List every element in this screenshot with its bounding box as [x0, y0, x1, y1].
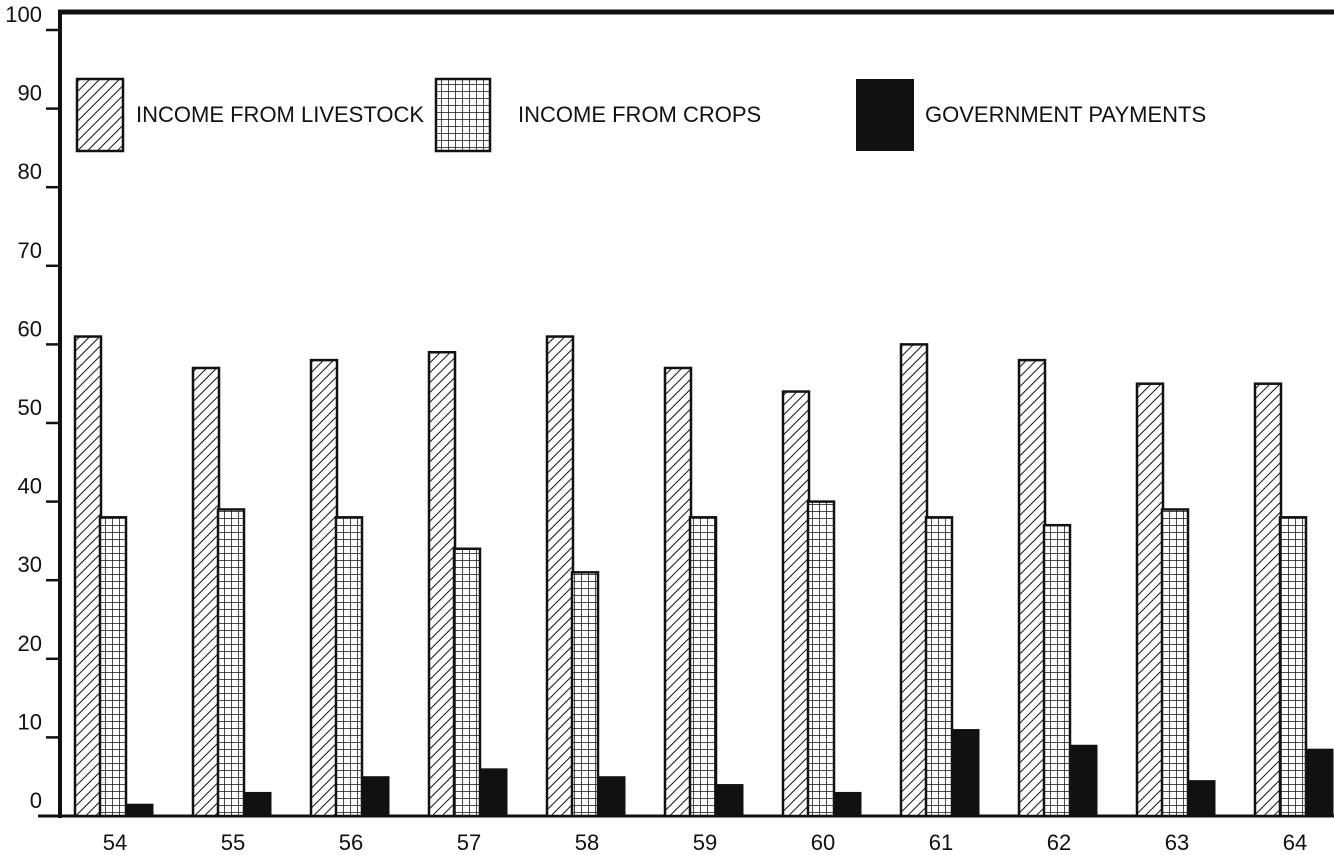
- x-tick-label-62: 62: [1047, 830, 1071, 855]
- bar-livestock-58: [545, 335, 575, 818]
- bar-crops-61: [924, 516, 954, 818]
- bar-livestock-59: [663, 366, 693, 818]
- x-tick-label-55: 55: [221, 830, 245, 855]
- bar-livestock-56: [309, 358, 339, 818]
- bar-livestock-63: [1135, 382, 1165, 818]
- y-axis-ticks: [46, 28, 60, 818]
- y-tick-label-80: 80: [18, 159, 42, 184]
- bar-livestock-61: [899, 343, 929, 818]
- bar-government-57: [480, 768, 508, 817]
- y-tick-label-20: 20: [18, 631, 42, 656]
- bar-crops-64: [1278, 516, 1308, 818]
- y-tick-label-30: 30: [18, 552, 42, 577]
- y-tick-label-10: 10: [18, 709, 42, 734]
- legend-label-government: GOVERNMENT PAYMENTS: [925, 102, 1206, 127]
- y-tick-label-40: 40: [18, 474, 42, 499]
- x-tick-label-61: 61: [929, 830, 953, 855]
- bar-government-62: [1070, 744, 1098, 817]
- x-tick-label-59: 59: [693, 830, 717, 855]
- x-tick-label-56: 56: [339, 830, 363, 855]
- bar-crops-54: [98, 516, 128, 818]
- bar-government-59: [716, 784, 744, 817]
- x-tick-label-58: 58: [575, 830, 599, 855]
- bar-government-56: [362, 776, 390, 817]
- y-tick-label-70: 70: [18, 238, 42, 263]
- x-tick-label-54: 54: [103, 830, 127, 855]
- x-axis-tick-labels: 54 55 56 57 58 59 60 61 62 63 64: [103, 830, 1307, 855]
- legend: INCOME FROM LIVESTOCK INCOME FROM CROPS …: [75, 77, 1206, 153]
- bar-government-54: [126, 803, 154, 817]
- legend-swatch-livestock: [75, 77, 125, 153]
- bar-government-58: [598, 776, 626, 817]
- bar-crops-56: [334, 516, 364, 818]
- bar-crops-60: [806, 500, 836, 818]
- bar-livestock-54: [73, 335, 103, 818]
- bar-crops-59: [688, 516, 718, 818]
- x-tick-label-64: 64: [1283, 830, 1307, 855]
- bar-government-60: [834, 791, 862, 817]
- y-tick-label-50: 50: [18, 395, 42, 420]
- bar-government-64: [1306, 748, 1334, 817]
- bar-livestock-60: [781, 390, 811, 818]
- x-tick-label-60: 60: [811, 830, 835, 855]
- y-tick-label-90: 90: [18, 81, 42, 106]
- bar-livestock-62: [1017, 358, 1047, 818]
- y-tick-label-60: 60: [18, 316, 42, 341]
- bar-crops-57: [452, 547, 482, 818]
- bar-government-55: [244, 791, 272, 817]
- legend-label-crops: INCOME FROM CROPS: [518, 102, 761, 127]
- legend-swatch-crops: [434, 77, 492, 153]
- bar-livestock-55: [191, 366, 221, 818]
- x-tick-label-57: 57: [457, 830, 481, 855]
- bar-livestock-64: [1253, 382, 1283, 818]
- bar-crops-58: [570, 571, 600, 818]
- x-tick-label-63: 63: [1165, 830, 1189, 855]
- bar-crops-62: [1042, 523, 1072, 818]
- bars: [73, 335, 1334, 818]
- bar-livestock-57: [427, 351, 457, 818]
- legend-swatch-government: [856, 79, 914, 151]
- bar-crops-55: [216, 508, 246, 818]
- y-axis-tick-labels: 0 10 20 30 40 50 60 70 80 90 100: [5, 2, 42, 813]
- bar-crops-63: [1160, 508, 1190, 818]
- bar-government-61: [952, 729, 980, 817]
- y-tick-label-0: 0: [30, 788, 42, 813]
- y-tick-label-100: 100: [5, 2, 42, 27]
- legend-label-livestock: INCOME FROM LIVESTOCK: [136, 102, 424, 127]
- bar-government-63: [1188, 780, 1216, 817]
